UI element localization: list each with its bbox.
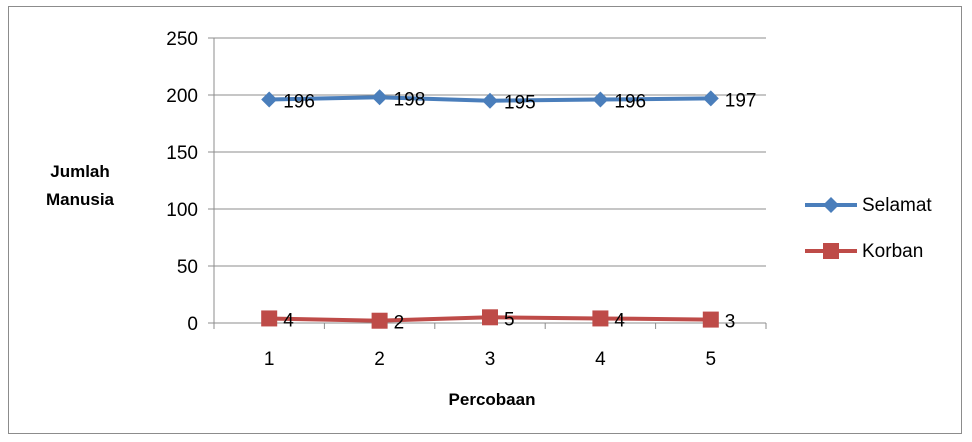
legend-label-korban: Korban: [862, 241, 923, 262]
y-tick-label: 150: [166, 143, 198, 164]
data-point-selamat: [371, 89, 388, 106]
data-point-korban: [261, 310, 278, 327]
data-point-selamat: [592, 91, 609, 108]
y-tick-labels: 0 50 100 150 200 250: [166, 29, 198, 335]
y-axis-title-line-1: Jumlah: [50, 162, 110, 181]
legend-item-selamat: Selamat: [805, 195, 932, 216]
data-labels: 196 198 195 196 197 4 2 5 4 3: [283, 89, 756, 333]
legend-label-selamat: Selamat: [862, 195, 932, 216]
legend-item-korban: Korban: [805, 241, 923, 262]
legend: Selamat Korban: [805, 195, 932, 262]
y-tick-label: 250: [166, 29, 198, 50]
x-tick-label: 3: [485, 349, 496, 370]
data-label-korban: 3: [725, 312, 736, 333]
data-label-korban: 5: [504, 309, 515, 330]
y-tick-label: 50: [177, 257, 198, 278]
x-axis-title: Percobaan: [449, 390, 536, 409]
y-tick-label: 100: [166, 200, 198, 221]
data-label-selamat: 197: [725, 90, 757, 111]
y-tick-label: 0: [187, 314, 198, 335]
data-point-korban: [702, 311, 719, 328]
data-label-korban: 2: [394, 313, 405, 334]
data-point-korban: [592, 310, 609, 327]
data-label-selamat: 198: [394, 89, 426, 110]
data-point-korban: [482, 309, 498, 326]
data-point-selamat: [702, 90, 719, 107]
data-point-selamat: [482, 92, 498, 109]
data-label-selamat: 196: [614, 92, 646, 113]
y-axis-title-line-2: Manusia: [46, 190, 115, 209]
legend-diamond-icon: [823, 197, 839, 213]
data-point-korban: [371, 312, 388, 329]
data-label-korban: 4: [283, 310, 294, 331]
data-label-selamat: 196: [283, 92, 315, 113]
legend-square-icon: [823, 243, 839, 259]
axes: [208, 37, 767, 329]
gridlines: [214, 37, 766, 267]
x-tick-label: 1: [264, 349, 275, 370]
y-tick-label: 200: [166, 86, 198, 107]
x-tick-label: 2: [374, 349, 385, 370]
x-tick-label: 4: [595, 349, 606, 370]
series: [261, 89, 719, 329]
chart-frame: [8, 6, 962, 434]
data-label-selamat: 195: [504, 93, 536, 114]
data-point-selamat: [261, 91, 278, 108]
x-tick-labels: 1 2 3 4 5: [264, 349, 716, 370]
x-tick-label: 5: [706, 349, 717, 370]
data-label-korban: 4: [614, 310, 625, 331]
